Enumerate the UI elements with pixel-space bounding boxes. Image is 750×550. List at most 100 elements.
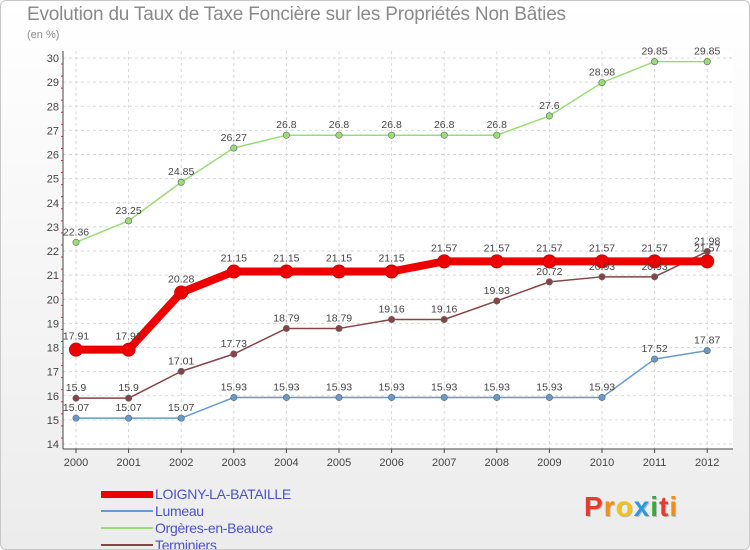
data-point <box>72 394 80 402</box>
x-tick-label: 2005 <box>327 457 351 469</box>
data-label: 17.91 <box>63 331 89 343</box>
data-label: 19.16 <box>378 304 404 316</box>
data-label: 17.73 <box>221 338 247 350</box>
data-label: 15.07 <box>63 402 89 414</box>
data-label: 21.57 <box>589 242 615 254</box>
data-label: 26.8 <box>434 119 455 131</box>
data-point <box>335 393 343 401</box>
y-tick-label: 24 <box>47 198 59 210</box>
y-tick-label: 15 <box>47 415 59 427</box>
data-label: 21.15 <box>273 253 299 265</box>
data-label: 15.93 <box>273 381 299 393</box>
x-tick-label: 2012 <box>695 457 719 469</box>
data-label: 21.15 <box>378 253 404 265</box>
data-point <box>177 178 185 186</box>
series-org-res-en-beauce <box>72 58 711 246</box>
y-tick-label: 14 <box>47 439 59 451</box>
data-point <box>125 394 133 402</box>
data-point <box>69 342 83 357</box>
data-point <box>279 264 294 279</box>
x-tick-label: 2009 <box>537 457 561 469</box>
chart-title: Evolution du Taux de Taxe Foncière sur l… <box>27 4 566 25</box>
data-point <box>230 144 238 152</box>
data-label: 17.52 <box>641 343 667 355</box>
legend-swatch <box>101 510 153 512</box>
x-tick-label: 2002 <box>169 457 193 469</box>
data-point <box>388 131 396 139</box>
data-point <box>125 414 133 422</box>
data-label: 24.85 <box>168 166 194 178</box>
data-point <box>493 131 501 139</box>
data-label: 17.91 <box>115 331 141 343</box>
data-point <box>226 264 241 279</box>
y-unit-label: (en %) <box>27 29 60 41</box>
y-tick-label: 27 <box>47 125 59 137</box>
y-tick-label: 23 <box>47 222 59 234</box>
y-tick-label: 28 <box>47 101 59 113</box>
data-label: 15.07 <box>168 402 194 414</box>
data-point <box>177 367 185 375</box>
data-label: 26.8 <box>381 119 402 131</box>
data-label: 28.98 <box>589 67 615 79</box>
legend-label: Terminiers <box>155 537 217 550</box>
data-point <box>440 316 448 324</box>
data-label: 21.57 <box>641 242 667 254</box>
y-tick-label: 25 <box>47 174 59 186</box>
data-point <box>598 273 606 281</box>
data-point <box>174 285 189 300</box>
data-point <box>282 324 290 332</box>
series-loigny-la-bataille <box>69 254 715 357</box>
proxiti-logo: Proxiti <box>584 491 678 523</box>
data-point <box>651 273 659 281</box>
series-terminiers <box>72 247 711 402</box>
data-label: 22.36 <box>63 226 89 238</box>
series-lumeau <box>72 347 711 422</box>
data-label: 15.93 <box>378 381 404 393</box>
legend-swatch <box>101 544 153 546</box>
logo-letter: i <box>650 491 660 522</box>
data-point <box>388 316 396 324</box>
data-label: 18.79 <box>273 312 299 324</box>
y-tick-label: 20 <box>47 294 59 306</box>
data-point <box>335 131 343 139</box>
data-point <box>388 393 396 401</box>
logo-letter: r <box>603 491 616 522</box>
data-point <box>282 393 290 401</box>
data-point <box>282 131 290 139</box>
axes: 14 15 16 17 18 19 20 21 22 23 24 25 26 27 28 29 30 2000 20… <box>47 51 733 469</box>
logo-letter: i <box>669 491 679 522</box>
data-label: 17.87 <box>694 335 720 347</box>
legend-label: LOIGNY-LA-BATAILLE <box>155 486 291 502</box>
series-layer <box>69 58 715 422</box>
y-tick-label: 30 <box>47 53 59 65</box>
data-label: 21.15 <box>221 253 247 265</box>
data-label: 19.93 <box>484 285 510 297</box>
y-tick-label: 16 <box>47 391 59 403</box>
legend-swatch <box>101 527 153 529</box>
data-point <box>703 347 711 355</box>
data-point <box>545 112 553 120</box>
data-label: 27.6 <box>539 100 560 112</box>
data-point <box>493 393 501 401</box>
logo-letter: t <box>659 491 670 522</box>
y-tick-label: 18 <box>47 343 59 355</box>
data-point <box>125 217 133 225</box>
data-label: 20.93 <box>589 261 615 273</box>
data-label: 15.93 <box>431 381 457 393</box>
logo-letter: o <box>615 491 634 522</box>
x-tick-label: 2001 <box>116 457 140 469</box>
data-point <box>700 254 715 269</box>
data-label: 15.93 <box>326 381 352 393</box>
y-tick-label: 21 <box>47 270 59 282</box>
data-label: 17.01 <box>168 355 194 367</box>
data-point <box>647 254 662 269</box>
x-tick-label: 2003 <box>222 457 246 469</box>
data-point <box>651 355 659 363</box>
legend-swatch <box>101 490 153 498</box>
data-point <box>595 254 609 269</box>
data-point <box>121 342 136 357</box>
data-point <box>384 264 399 279</box>
data-label: 21.98 <box>694 235 720 247</box>
